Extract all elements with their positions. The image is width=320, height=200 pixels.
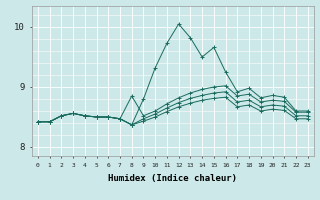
X-axis label: Humidex (Indice chaleur): Humidex (Indice chaleur) [108,174,237,183]
